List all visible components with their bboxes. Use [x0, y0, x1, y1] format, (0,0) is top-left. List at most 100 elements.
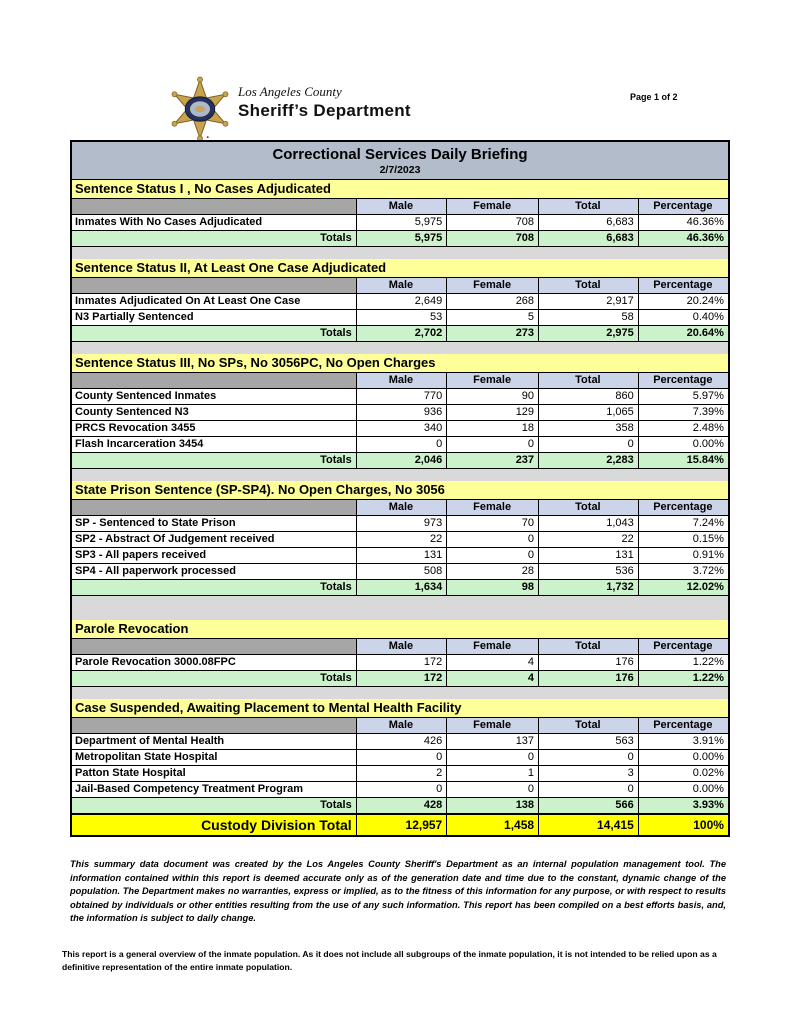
- row-value-total: 358: [539, 421, 639, 436]
- totals-row: Totals 5,975 708 6,683 46.36%: [72, 230, 728, 246]
- row-value-male: 5,975: [357, 215, 448, 230]
- section-title: Case Suspended, Awaiting Placement to Me…: [72, 699, 728, 718]
- totals-total: 1,732: [539, 580, 639, 595]
- column-header-spacer: [72, 278, 357, 293]
- section-title: Sentence Status I , No Cases Adjudicated: [72, 180, 728, 199]
- totals-female: 98: [447, 580, 540, 595]
- row-value-female: 90: [447, 389, 540, 404]
- row-value-total: 860: [539, 389, 639, 404]
- column-header-female: Female: [447, 500, 540, 515]
- row-value-male: 53: [357, 310, 448, 325]
- row-value-total: 563: [539, 734, 639, 749]
- report-date: 2/7/2023: [379, 164, 421, 176]
- totals-male: 2,702: [356, 326, 448, 341]
- row-value-male: 770: [357, 389, 448, 404]
- row-label: Flash Incarceration 3454: [72, 437, 357, 452]
- row-value-male: 973: [357, 516, 448, 531]
- table-row: Flash Incarceration 3454 0 0 0 0.00%: [72, 437, 728, 452]
- totals-female: 708: [447, 231, 540, 246]
- totals-row: Totals 428 138 566 3.93%: [72, 797, 728, 813]
- row-value-total: 1,043: [539, 516, 639, 531]
- row-value-female: 18: [447, 421, 540, 436]
- column-header-row: Male Female Total Percentage: [72, 278, 728, 294]
- report-section: Sentence Status I , No Cases Adjudicated…: [72, 180, 728, 247]
- column-header-spacer: [72, 718, 357, 733]
- row-value-female: 0: [447, 750, 540, 765]
- row-value-male: 0: [357, 750, 448, 765]
- row-value-female: 0: [447, 548, 540, 563]
- row-value-male: 131: [357, 548, 448, 563]
- column-header-male: Male: [356, 500, 448, 515]
- row-label: SP3 - All papers received: [72, 548, 357, 563]
- table-row: Department of Mental Health 426 137 563 …: [72, 734, 728, 750]
- row-value-total: 3: [539, 766, 639, 781]
- row-value-percentage: 0.15%: [692, 533, 724, 545]
- report-title-bar: Correctional Services Daily Briefing 2/7…: [72, 142, 728, 180]
- column-header-row: Male Female Total Percentage: [72, 199, 728, 215]
- column-header-female: Female: [447, 199, 540, 214]
- column-header-total: Total: [539, 278, 639, 293]
- row-value-male: 508: [357, 564, 448, 579]
- totals-male: 1,634: [356, 580, 448, 595]
- column-header-female: Female: [447, 639, 540, 654]
- row-value-female: 708: [447, 215, 540, 230]
- row-value-female: 4: [447, 655, 540, 670]
- row-value-male: 936: [357, 405, 448, 420]
- row-value-percentage: 46.36%: [686, 216, 724, 228]
- row-value-female: 28: [447, 564, 540, 579]
- row-value-percentage: 0.40%: [692, 311, 724, 323]
- totals-row: Totals 2,702 273 2,975 20.64%: [72, 325, 728, 341]
- totals-label: Totals: [72, 453, 357, 468]
- totals-total: 566: [539, 798, 639, 813]
- totals-label: Totals: [72, 671, 357, 686]
- row-value-percentage: 3.72%: [692, 565, 724, 577]
- row-label: County Sentenced N3: [72, 405, 357, 420]
- table-row: County Sentenced N3 936 129 1,065 7.39%: [72, 405, 728, 421]
- row-value-female: 1: [447, 766, 540, 781]
- row-value-male: 2: [357, 766, 448, 781]
- totals-row: Totals 2,046 237 2,283 15.84%: [72, 452, 728, 468]
- totals-percentage: 1.22%: [638, 671, 728, 686]
- column-header-male: Male: [356, 718, 448, 733]
- totals-percentage: 3.93%: [638, 798, 728, 813]
- row-value-percentage: 2.48%: [692, 422, 724, 434]
- row-value-percentage: 3.91%: [692, 735, 724, 747]
- row-value-percentage: 20.24%: [686, 295, 724, 307]
- grand-total-male: 12,957: [356, 815, 448, 835]
- totals-percentage: 15.84%: [638, 453, 728, 468]
- column-header-spacer: [72, 199, 357, 214]
- row-value-total: 6,683: [539, 215, 639, 230]
- row-value-percentage: 0.00%: [692, 751, 724, 763]
- row-value-male: 0: [357, 782, 448, 797]
- grand-total-female: 1,458: [447, 815, 540, 835]
- column-header-male: Male: [356, 278, 448, 293]
- row-value-male: 340: [357, 421, 448, 436]
- grand-total-percentage: 100%: [638, 815, 728, 835]
- row-label: Patton State Hospital: [72, 766, 357, 781]
- table-row: SP - Sentenced to State Prison 973 70 1,…: [72, 516, 728, 532]
- row-value-total: 0: [539, 437, 639, 452]
- row-value-male: 426: [357, 734, 448, 749]
- column-header-percentage: Percentage: [638, 639, 728, 654]
- totals-row: Totals 1,634 98 1,732 12.02%: [72, 579, 728, 595]
- column-header-female: Female: [447, 718, 540, 733]
- totals-male: 172: [356, 671, 448, 686]
- row-value-male: 0: [357, 437, 448, 452]
- row-value-percentage: 1.22%: [692, 656, 724, 668]
- row-value-total: 22: [539, 532, 639, 547]
- report-section: Parole Revocation Male Female Total Perc…: [72, 620, 728, 687]
- section-gap: [72, 469, 728, 481]
- table-row: Metropolitan State Hospital 0 0 0 0.00%: [72, 750, 728, 766]
- page-indicator: Page 1 of 2: [630, 92, 678, 102]
- table-row: Inmates With No Cases Adjudicated 5,975 …: [72, 215, 728, 230]
- section-title: Sentence Status III, No SPs, No 3056PC, …: [72, 354, 728, 373]
- column-header-spacer: [72, 639, 357, 654]
- section-title: State Prison Sentence (SP-SP4). No Open …: [72, 481, 728, 500]
- row-label: Parole Revocation 3000.08FPC: [72, 655, 357, 670]
- column-header-spacer: [72, 373, 357, 388]
- agency-name: Los Angeles County Sheriff’s Department: [238, 84, 411, 121]
- row-value-male: 172: [357, 655, 448, 670]
- row-value-percentage: 0.02%: [692, 767, 724, 779]
- table-row: Patton State Hospital 2 1 3 0.02%: [72, 766, 728, 782]
